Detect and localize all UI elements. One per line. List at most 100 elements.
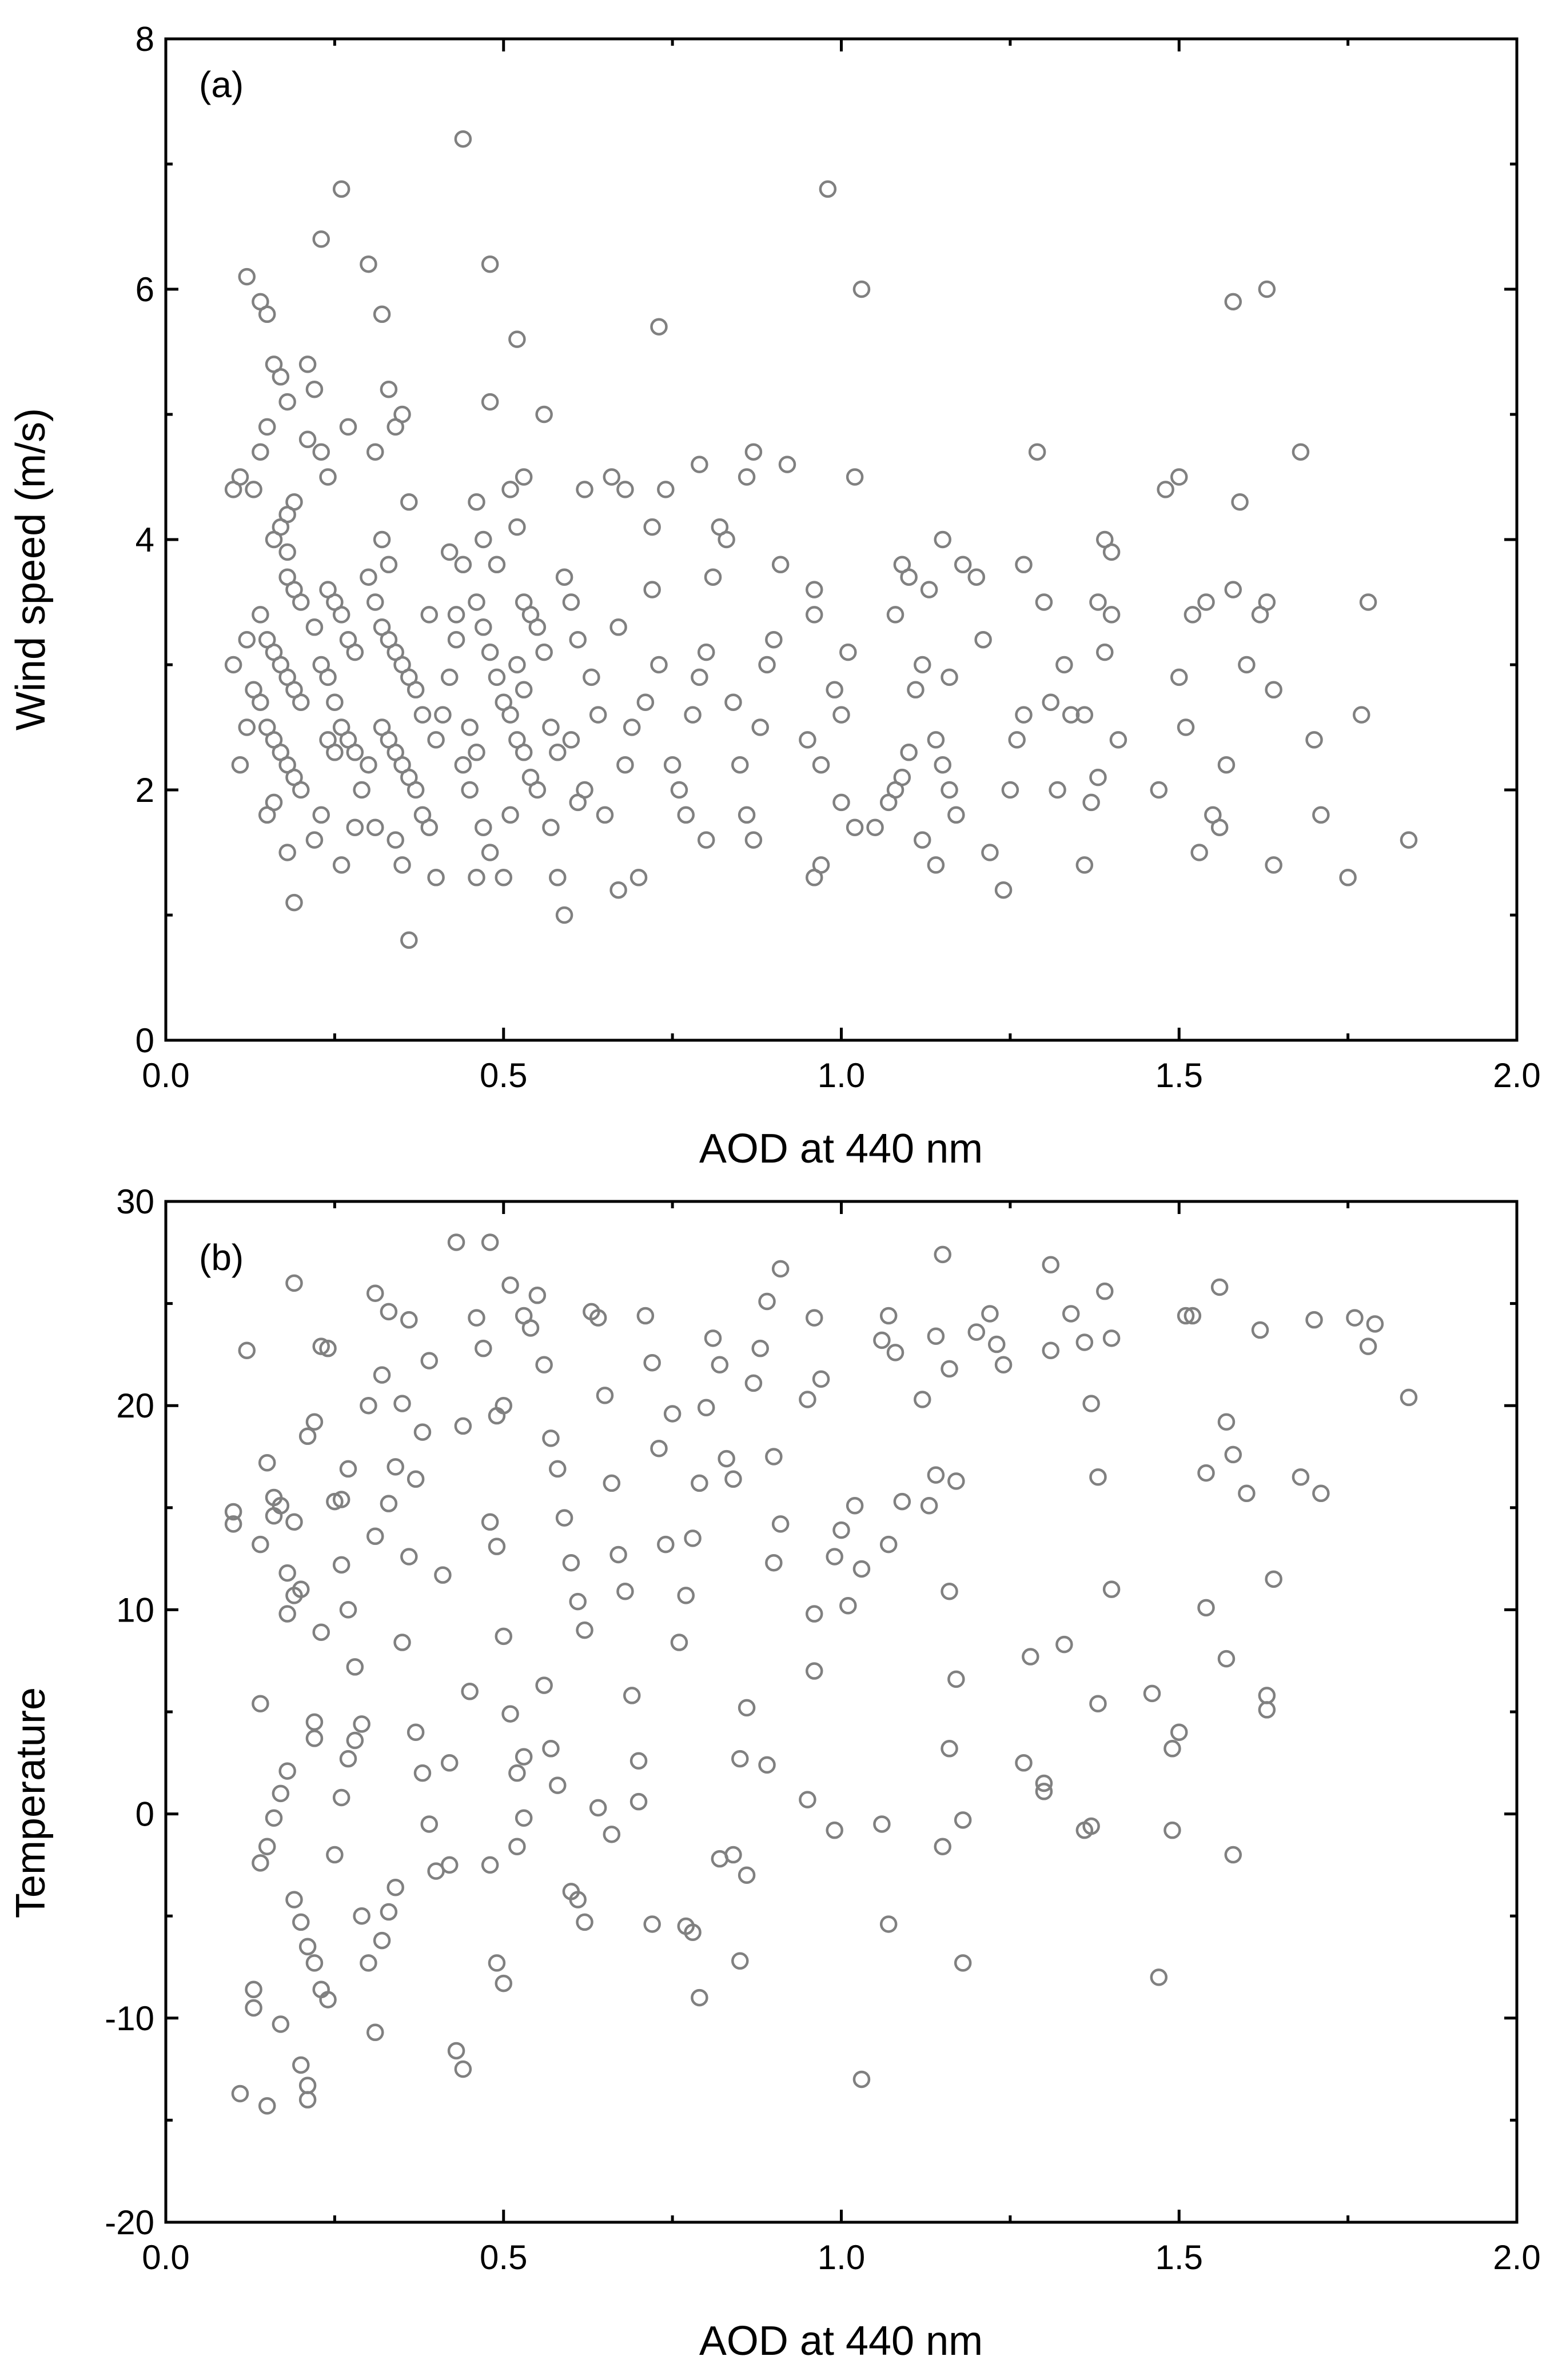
panel-a-data-point	[366, 593, 384, 611]
panel-a-data-point	[285, 493, 303, 511]
panel-a-data-point	[542, 818, 560, 836]
panel-b-data-point	[360, 1954, 377, 1972]
panel-b-data-point	[663, 1405, 682, 1423]
panel-a-data-point	[1170, 668, 1188, 686]
panel-a-data-point	[488, 556, 506, 574]
panel-b-data-point	[805, 1309, 823, 1327]
panel-a-data-point	[475, 818, 492, 836]
panel-b-data-point	[879, 1535, 898, 1554]
panel-b-data-point	[1312, 1484, 1330, 1503]
panel-b-data-point	[278, 1564, 296, 1582]
panel-b-data-point	[521, 1319, 540, 1337]
panel-b-data-point	[285, 1274, 303, 1292]
panel-b-data-point	[576, 1913, 593, 1931]
panel-b-data-point	[987, 1335, 1006, 1353]
panel-a-data-point	[724, 693, 742, 711]
panel-b-x-tick-label: 1.0	[818, 2238, 865, 2277]
panel-a-data-point	[440, 668, 459, 686]
panel-b-data-point	[1238, 1484, 1256, 1503]
panel-a-data-point	[852, 280, 871, 298]
panel-a-data-point	[629, 869, 648, 886]
panel-a-data-point	[413, 706, 432, 724]
panel-b-data-point	[805, 1662, 823, 1680]
panel-a-data-point	[332, 606, 350, 624]
panel-a-data-point	[1075, 856, 1094, 874]
panel-b-data-point	[1265, 1570, 1282, 1588]
panel-a-data-point	[332, 856, 350, 874]
panel-a-data-point	[1231, 493, 1249, 511]
panel-b-data-points	[224, 1233, 1418, 2115]
panel-b-data-point	[771, 1515, 790, 1533]
panel-a-data-point	[555, 906, 573, 924]
panel-b-data-point	[1366, 1315, 1384, 1333]
panel-b-data-point	[1096, 1282, 1114, 1300]
panel-a-data-point	[691, 456, 708, 473]
panel-b-data-point	[238, 1341, 256, 1360]
panel-a-data-point	[738, 468, 756, 486]
panel-a-data-point	[920, 581, 938, 598]
panel-b-data-point	[258, 1838, 276, 1856]
panel-a-data-point	[373, 530, 391, 549]
panel-b-data-point	[278, 1605, 296, 1623]
panel-a-data-point	[542, 718, 560, 736]
panel-b-data-point	[373, 1931, 391, 1950]
panel-a-data-point	[231, 756, 249, 774]
panel-a-data-point	[900, 744, 918, 761]
panel-a-data-point	[1359, 593, 1377, 611]
panel-a-data-point	[1015, 556, 1033, 574]
panel-b-data-point	[252, 1695, 269, 1712]
panel-b-data-point	[1089, 1468, 1107, 1486]
panel-b-data-point	[1197, 1599, 1215, 1617]
panel-b-data-point	[569, 1592, 587, 1611]
panel-b-data-point	[562, 1554, 580, 1572]
panel-a-data-point	[941, 668, 958, 686]
panel-a-data-point	[393, 405, 411, 424]
panel-a-data-point	[454, 130, 472, 148]
panel-b-data-point	[481, 1513, 499, 1531]
panel-a-data-point	[407, 781, 425, 799]
panel-a-data-point	[555, 568, 573, 586]
panel-a-data-point	[447, 606, 465, 624]
panel-b-data-point	[535, 1676, 553, 1694]
panel-a-data-point	[366, 818, 384, 836]
panel-a-data-point	[1312, 806, 1330, 824]
panel-a-data-point	[1102, 606, 1121, 624]
panel-b-data-point	[332, 1556, 350, 1574]
panel-a-data-point	[1217, 756, 1236, 774]
panel-b-data-point	[751, 1339, 769, 1357]
panel-b-data-point	[252, 1854, 269, 1872]
panel-a-data-point	[839, 643, 857, 661]
panel-b-data-point	[400, 1311, 418, 1329]
panel-a-data-point	[562, 593, 580, 611]
panel-b-data-point	[744, 1374, 763, 1392]
panel-b-data-point	[461, 1683, 479, 1700]
panel-a-data-point	[927, 856, 945, 874]
panel-a-data-point	[1197, 593, 1215, 611]
panel-a-data-point	[1055, 656, 1073, 674]
panel-b-data-point	[515, 1809, 533, 1827]
panel-a-data-point	[846, 468, 864, 486]
panel-b-data-point	[434, 1566, 452, 1584]
panel-b-data-point	[360, 1396, 377, 1415]
panel-b-data-point	[231, 2085, 249, 2103]
panel-b-data-point	[738, 1699, 756, 1717]
panel-b-data-point	[1082, 1395, 1100, 1412]
panel-a-data-point	[238, 267, 256, 286]
panel-b-data-point	[515, 1748, 533, 1766]
panel-b-y-tick-label: 20	[116, 1387, 154, 1425]
panel-a-data-point	[305, 618, 324, 636]
panel-a-data-point	[400, 493, 418, 511]
panel-a-data-point	[272, 518, 290, 536]
panel-a-data-point	[623, 718, 641, 736]
panel-a-data-point	[461, 718, 479, 736]
panel-a-data-point	[643, 518, 661, 536]
panel-a-data-point	[1089, 768, 1107, 786]
panel-b-y-ticks: -20 -10 0 10 20 30	[105, 1183, 1517, 2242]
panel-b-data-point	[400, 1548, 418, 1566]
panel-a-data-point	[967, 568, 986, 586]
panel-b-data-point	[765, 1554, 783, 1572]
panel-b-data-point	[629, 1792, 648, 1811]
panel-a-data-point	[744, 443, 763, 461]
panel-a-y-tick-label: 6	[136, 270, 154, 309]
panel-b-data-point	[941, 1740, 958, 1758]
